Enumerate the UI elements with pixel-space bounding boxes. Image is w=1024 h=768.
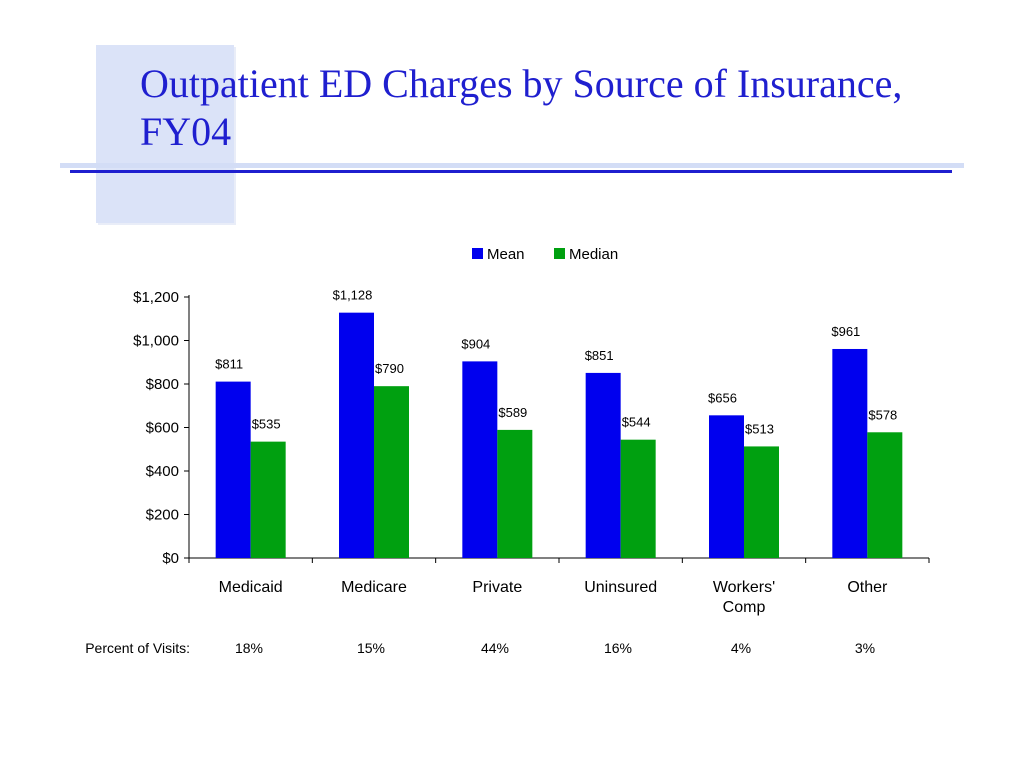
- x-tick-label: Uninsured: [584, 579, 657, 596]
- percent-value-uninsured: 16%: [603, 640, 633, 656]
- legend-swatch-median: [554, 248, 565, 259]
- bar-mean-uninsured: [585, 372, 621, 558]
- data-label-mean-medicaid: $811: [215, 357, 243, 372]
- data-label-mean-private: $904: [461, 336, 490, 351]
- percent-value-private: 44%: [480, 640, 510, 656]
- legend-label-mean: Mean: [487, 246, 525, 263]
- bar-median-private: [497, 429, 533, 558]
- data-label-median-other: $578: [868, 407, 897, 422]
- data-label-median-medicare: $790: [375, 361, 404, 376]
- bar-median-workers-comp: [744, 446, 779, 558]
- decorative-rule: [70, 170, 952, 173]
- bar-mean-other: [832, 348, 868, 558]
- data-label-median-workers-comp: $513: [745, 421, 774, 436]
- data-label-median-private: $589: [498, 405, 527, 420]
- y-tick-label: $1,000: [133, 333, 179, 350]
- percent-of-visits-label: Percent of Visits:: [85, 640, 190, 656]
- data-label-mean-other: $961: [831, 324, 860, 339]
- data-label-mean-uninsured: $851: [585, 348, 614, 363]
- bar-median-medicare: [374, 386, 409, 558]
- percent-value-other: 3%: [854, 640, 876, 656]
- y-tick-label: $600: [146, 420, 179, 437]
- data-label-median-medicaid: $535: [252, 417, 281, 432]
- x-tick-label: Medicare: [341, 579, 407, 596]
- data-label-mean-workers-comp: $656: [708, 390, 737, 405]
- decorative-rule-light: [60, 163, 964, 168]
- legend-label-median: Median: [569, 246, 618, 263]
- legend-swatch-mean: [472, 248, 483, 259]
- y-tick-label: $400: [146, 463, 179, 480]
- x-tick-label: Other: [847, 579, 888, 596]
- y-tick-label: $0: [162, 550, 179, 567]
- y-tick-label: $200: [146, 507, 179, 524]
- percent-of-visits-row: Percent of Visits: 18% 15% 44% 16% 4% 3%: [0, 640, 1024, 660]
- bar-mean-private: [462, 361, 498, 558]
- bar-median-uninsured: [620, 439, 656, 558]
- data-label-median-uninsured: $544: [622, 415, 651, 430]
- x-tick-label: Private: [472, 579, 522, 596]
- bar-mean-workers-comp: [709, 415, 744, 558]
- x-tick-label: Workers': [713, 579, 775, 596]
- data-label-mean-medicare: $1,128: [333, 288, 373, 303]
- percent-value-medicaid: 18%: [234, 640, 264, 656]
- bar-median-medicaid: [250, 441, 286, 558]
- y-tick-label: $800: [146, 376, 179, 393]
- x-tick-label: Comp: [723, 599, 766, 616]
- percent-value-medicare: 15%: [356, 640, 386, 656]
- decorative-square: [96, 45, 234, 223]
- bar-median-other: [867, 432, 903, 558]
- slide-title: Outpatient ED Charges by Source of Insur…: [140, 61, 903, 154]
- y-tick-label: $1,200: [133, 289, 179, 306]
- x-tick-label: Medicaid: [219, 579, 283, 596]
- bar-mean-medicaid: [215, 381, 251, 558]
- percent-value-workers-comp: 4%: [730, 640, 752, 656]
- bar-mean-medicare: [339, 312, 374, 558]
